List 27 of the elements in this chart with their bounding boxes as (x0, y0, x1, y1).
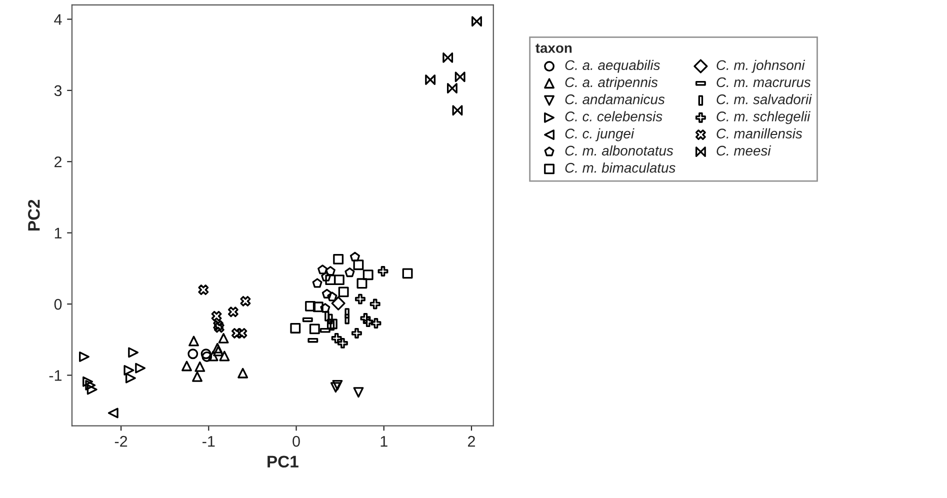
legend-label: C. a. aequabilis (565, 60, 660, 73)
y-tick-label: 4 (54, 14, 62, 25)
x-tick-label: -1 (202, 436, 215, 447)
legend-label: C. m. salvadorii (716, 94, 812, 104)
legend-label: C. c. jungei (565, 128, 634, 142)
x-tick-label: 1 (380, 436, 388, 447)
x-tick-label: 2 (468, 436, 475, 447)
legend-label: C. m. schlegelii (716, 111, 810, 124)
legend-title: taxon (536, 44, 572, 53)
legend-label: C. a. atripennis (565, 76, 658, 90)
legend-label: C. m. johnsoni (716, 60, 806, 73)
legend-label: C. c. celebensis (565, 111, 662, 122)
y-tick-label: 3 (54, 85, 62, 96)
y-axis-title: PC2 (28, 200, 40, 230)
y-tick-label: -1 (49, 370, 62, 381)
y-tick-label: 2 (54, 156, 62, 168)
x-tick-label: 0 (292, 436, 300, 447)
legend-label: C. m. macrurus (716, 77, 811, 88)
legend-label: C. m. albonotatus (565, 145, 674, 156)
legend-label: C. andamanicus (565, 94, 665, 104)
x-tick-label: -2 (114, 436, 128, 447)
legend-label: C. m. bimaculatus (565, 162, 676, 173)
legend-label: C. meesi (716, 145, 772, 156)
y-tick-label: 1 (54, 228, 62, 238)
legend-label: C. manillensis (716, 128, 802, 138)
y-tick-label: 0 (54, 298, 62, 310)
x-axis-title: PC1 (268, 456, 298, 468)
